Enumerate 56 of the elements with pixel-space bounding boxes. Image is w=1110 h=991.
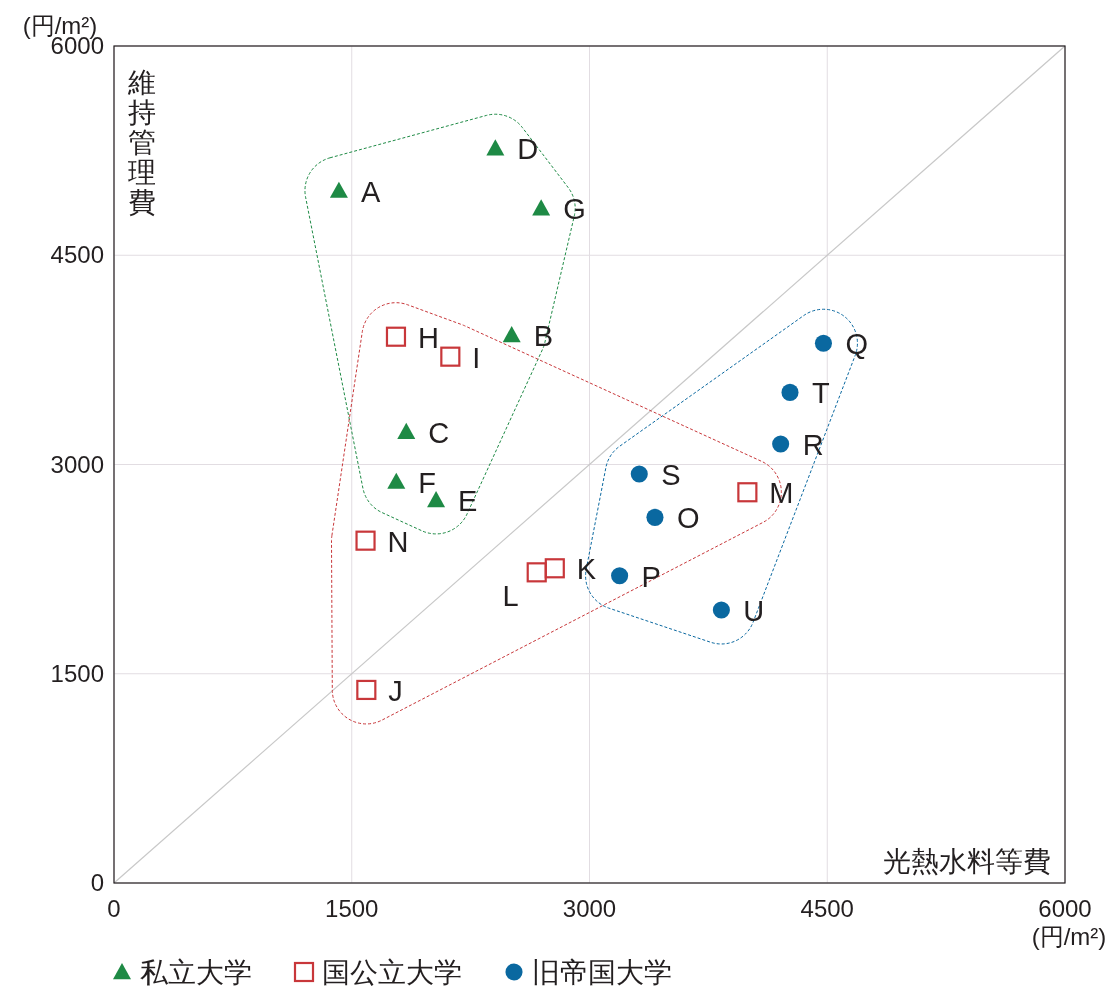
point [611,567,629,585]
point [544,558,565,579]
point [329,181,348,198]
annotation: A [360,175,381,208]
point [387,472,406,489]
point [486,139,505,156]
legend-label: 国公立大学 [322,957,462,988]
annotation: C [428,416,450,449]
annotation: U [743,595,765,627]
point [712,601,730,619]
annotation: F [418,466,437,499]
text: (円/m²) [1031,923,1107,950]
point [781,383,799,401]
annotation: J [388,674,403,707]
point [646,508,664,526]
y-tick-label: 3000 [50,450,104,478]
point [440,346,461,367]
annotation: K [576,553,597,586]
point [532,199,551,216]
x-tick-label: 1500 [325,895,379,922]
point [814,334,832,352]
y-tick-label: 1500 [50,659,104,687]
y-tick-label: 4500 [50,241,104,269]
annotation: Q [845,328,869,361]
y-axis-title: 維持管理費 [127,67,156,218]
point [737,482,758,503]
annotation: I [472,341,481,374]
annotation: D [517,133,539,166]
x-tick-label: 6000 [1038,895,1092,922]
point [526,562,547,583]
annotation: L [502,580,519,613]
annotation: M [769,477,794,510]
annotation: H [417,321,439,354]
annotation: R [802,428,824,461]
x-axis-title: 光熱水料等費 [883,846,1051,877]
x-tick-label: 3000 [562,895,617,922]
point [355,530,376,551]
point [397,422,416,439]
annotation: O [676,502,700,535]
point [385,326,407,347]
point [772,435,790,453]
annotation: P [641,560,661,593]
x-tick-label: 0 [107,895,121,922]
annotation: S [661,458,681,491]
y-tick-label: 0 [90,869,104,896]
annotation: B [533,320,554,353]
annotation: E [458,484,478,517]
annotation: G [563,193,586,226]
x-tick-label: 4500 [800,895,854,922]
point [502,326,521,343]
point [356,679,377,701]
point [630,465,648,483]
legend-label: 旧帝国大学 [532,957,672,988]
annotation: N [387,525,409,558]
legend-label: 私立大学 [140,957,252,988]
annotation: T [812,377,830,410]
